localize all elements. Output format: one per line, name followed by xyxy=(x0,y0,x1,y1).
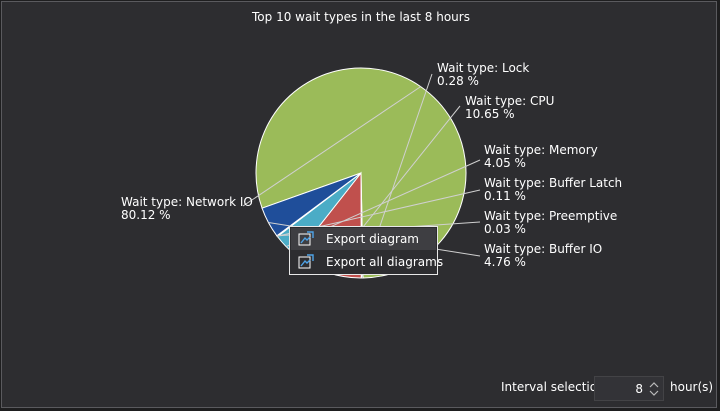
menu-item-label: Export all diagrams xyxy=(326,255,444,269)
slice-label: Wait type: Network IO xyxy=(121,195,253,209)
slice-label: Wait type: Buffer Latch xyxy=(484,176,622,190)
slice-percent-label: 0.28 % xyxy=(437,74,479,88)
slice-percent-label: 0.11 % xyxy=(484,189,526,203)
menu-item-export-all-diagrams[interactable]: Export all diagrams xyxy=(291,251,443,273)
export-all-icon xyxy=(298,254,314,270)
menu-item-export-diagram[interactable]: Export diagram xyxy=(291,228,436,250)
slice-label: Wait type: CPU xyxy=(465,94,554,108)
slice-percent-label: 0.03 % xyxy=(484,222,526,236)
export-icon xyxy=(298,231,314,247)
chart-title: Top 10 wait types in the last 8 hours xyxy=(252,10,470,24)
slice-percent-label: 4.05 % xyxy=(484,156,526,170)
context-menu: Export diagram Export all diagrams xyxy=(289,226,443,275)
menu-item-label: Export diagram xyxy=(326,232,419,246)
slice-label: Wait type: Lock xyxy=(437,61,529,75)
slice-label: Wait type: Buffer IO xyxy=(484,242,602,256)
interval-selection-label: Interval selection xyxy=(501,380,605,394)
interval-spinbox[interactable]: 8 xyxy=(594,376,664,401)
pie-slice[interactable] xyxy=(261,172,362,237)
slice-percent-label: 80.12 % xyxy=(121,208,171,222)
slice-percent-label: 10.65 % xyxy=(465,107,515,121)
interval-value[interactable]: 8 xyxy=(635,382,643,396)
slice-label: Wait type: Memory xyxy=(484,143,598,157)
slice-percent-label: 4.76 % xyxy=(484,255,526,269)
slice-label: Wait type: Preemptive xyxy=(484,209,617,223)
leader-line xyxy=(242,86,421,207)
spinner-arrows-icon[interactable] xyxy=(648,379,660,399)
interval-unit-label: hour(s) xyxy=(670,380,714,394)
